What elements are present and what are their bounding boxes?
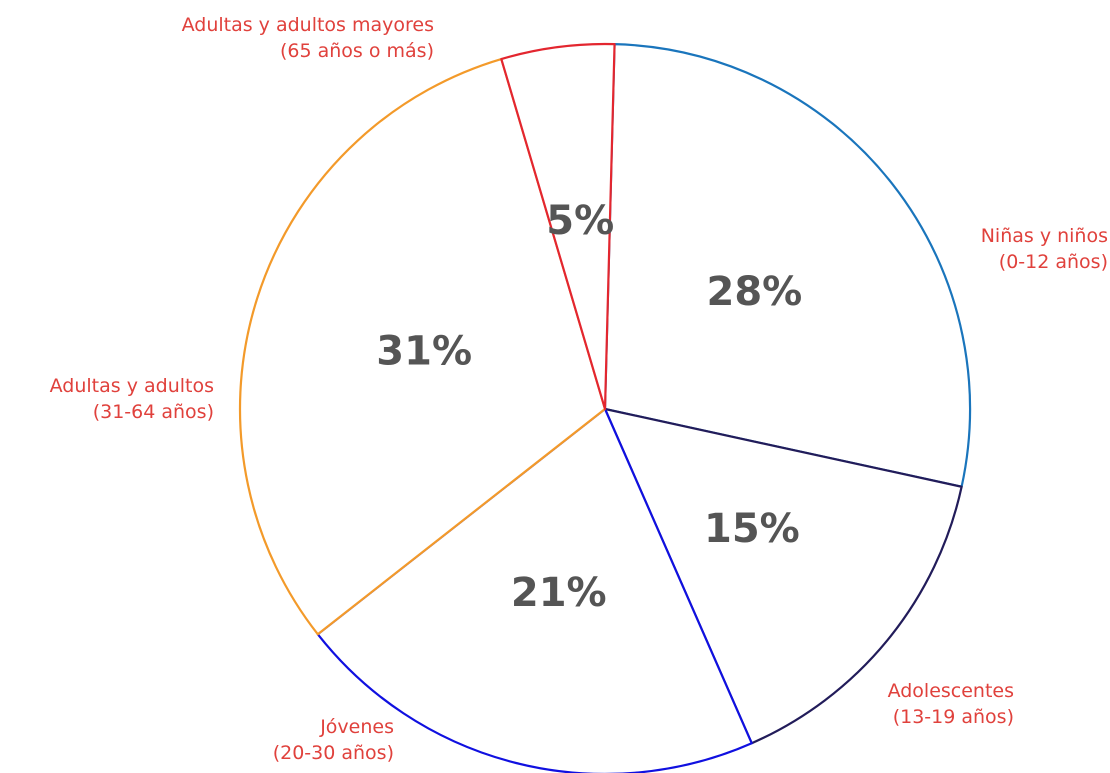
pie-slice-2 bbox=[603, 407, 963, 745]
pie-slice-4 bbox=[238, 57, 607, 636]
slice-value-label: 5% bbox=[546, 198, 614, 244]
slice-category-range-label: (20-30 años) bbox=[273, 742, 394, 764]
pie-slice-3 bbox=[316, 407, 753, 773]
slice-category-label: Adultas y adultos mayores bbox=[182, 14, 434, 36]
slice-category-range-label: (0-12 años) bbox=[999, 251, 1108, 273]
slice-category-range-label: (13-19 años) bbox=[893, 706, 1014, 728]
slice-value-label: 28% bbox=[706, 269, 802, 315]
pie-labels: 28% Niñas y niños (0-12 años) 15% Adolescent… bbox=[50, 14, 1108, 764]
pie-slices bbox=[238, 42, 972, 773]
slice-category-label: Adultas y adultos bbox=[50, 375, 214, 397]
slice-category-range-label: (31-64 años) bbox=[93, 401, 214, 423]
slice-category-range-label: (65 años o más) bbox=[280, 40, 434, 62]
slice-value-label: 31% bbox=[376, 328, 472, 374]
slice-value-label: 21% bbox=[511, 570, 607, 616]
pie-slice-1 bbox=[603, 43, 972, 488]
slice-category-label: Adolescentes bbox=[888, 680, 1014, 702]
pie-slice-5 bbox=[500, 42, 616, 411]
slice-category-label: Jóvenes bbox=[319, 716, 394, 738]
slice-value-label: 15% bbox=[704, 506, 800, 552]
slice-category-label: Niñas y niños bbox=[981, 225, 1108, 247]
